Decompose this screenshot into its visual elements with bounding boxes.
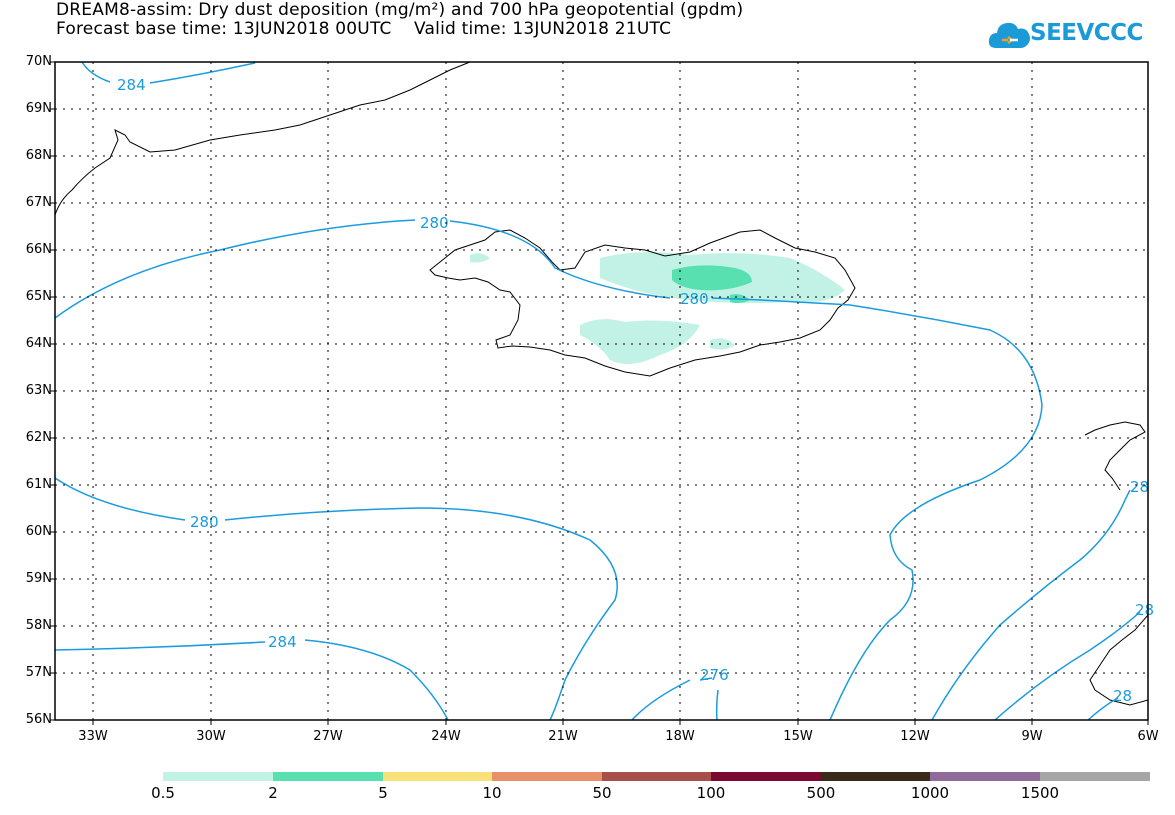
colorbar-label: 1500 — [1020, 784, 1060, 802]
title-line-2: Forecast base time: 13JUN2018 00UTC Vali… — [56, 19, 672, 39]
coastlines — [54, 61, 1149, 706]
dust-shading — [470, 252, 845, 364]
colorbar-segment — [163, 772, 273, 781]
iceland-coast — [429, 229, 856, 377]
geopotential-contours — [54, 61, 1141, 721]
lon-label: 6W — [1137, 729, 1159, 744]
lat-label: 57N — [25, 665, 52, 680]
lat-label: 66N — [25, 242, 52, 257]
lat-label: 67N — [25, 195, 52, 210]
lon-label: 30W — [196, 729, 226, 744]
contour-label: 280 — [680, 290, 709, 308]
lon-label: 9W — [1021, 729, 1043, 744]
contour-label: 280 — [190, 513, 219, 531]
lat-label: 62N — [25, 430, 52, 445]
colorbar-segment — [492, 772, 602, 781]
lat-label: 68N — [25, 148, 52, 163]
colorbar-label: 1000 — [910, 784, 950, 802]
lat-label: 56N — [25, 712, 52, 727]
colorbar-segment — [383, 772, 492, 781]
colorbar-segment — [273, 772, 383, 781]
contour-label: 28 — [1135, 601, 1154, 619]
lon-label: 24W — [431, 729, 461, 744]
contour-label: 280 — [420, 214, 449, 232]
colorbar-label: 50 — [592, 784, 612, 802]
graticule — [55, 62, 1148, 720]
cloud-icon — [988, 22, 1030, 48]
title-line-1: DREAM8-assim: Dry dust deposition (mg/m²… — [56, 0, 744, 20]
colorbar-segment — [602, 772, 711, 781]
contour-label: 284 — [117, 76, 146, 94]
lon-label: 18W — [665, 729, 695, 744]
colorbar-label: 500 — [806, 784, 836, 802]
contour-label: 284 — [268, 633, 297, 651]
lat-label: 64N — [25, 336, 52, 351]
logo-text: SEEVCCC — [1030, 20, 1143, 46]
colorbar-label: 10 — [482, 784, 502, 802]
lon-label: 12W — [900, 729, 930, 744]
colorbar-segment — [1040, 772, 1150, 781]
lat-label: 65N — [25, 289, 52, 304]
colorbar-segment — [711, 772, 821, 781]
contour-label: 28 — [1113, 687, 1132, 705]
lon-label: 21W — [548, 729, 578, 744]
lat-label: 69N — [25, 101, 52, 116]
contour-label: 276 — [700, 666, 729, 684]
axis-ticks — [50, 61, 1149, 725]
lat-label: 60N — [25, 524, 52, 539]
colorbar-segment — [930, 772, 1040, 781]
colorbar-label: 0.5 — [151, 784, 175, 802]
colorbar-label: 5 — [378, 784, 388, 802]
colorbar-segment — [821, 772, 930, 781]
lat-label: 61N — [25, 477, 52, 492]
lon-label: 33W — [78, 729, 108, 744]
lon-label: 27W — [313, 729, 343, 744]
lat-label: 59N — [25, 571, 52, 586]
contour-label: 28 — [1130, 478, 1149, 496]
contour-labels: 284 280 280 280 284 276 28 28 28 — [117, 76, 1154, 705]
colorbar-label: 2 — [268, 784, 278, 802]
greenland-coast — [54, 61, 471, 216]
seevccc-logo: SEEVCCC — [988, 18, 1143, 60]
lat-label: 63N — [25, 383, 52, 398]
faroe-scotland-coast — [1084, 421, 1146, 491]
colorbar-label: 100 — [696, 784, 726, 802]
lat-label: 70N — [25, 54, 52, 69]
lat-label: 58N — [25, 618, 52, 633]
lon-label: 15W — [783, 729, 813, 744]
